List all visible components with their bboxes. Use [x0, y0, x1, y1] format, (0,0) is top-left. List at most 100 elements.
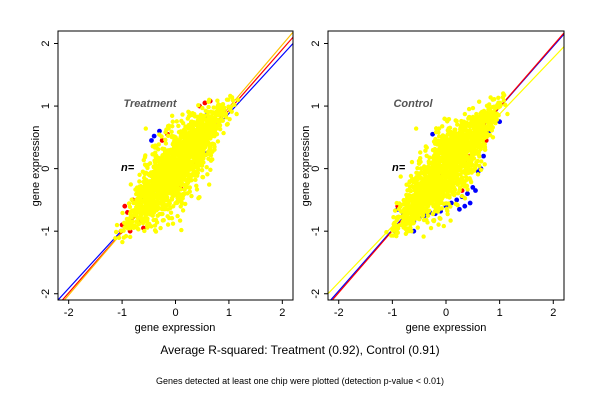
treatment-cloud-point: [113, 229, 119, 235]
treatment-cloud-point: [129, 197, 134, 202]
treatment-cloud-point: [158, 225, 163, 231]
treatment-point-1-1: [122, 203, 128, 209]
treatment-cloud-point: [157, 132, 162, 137]
control-cloud-point: [466, 144, 471, 150]
control-cloud-point: [473, 124, 479, 130]
treatment-cloud-point: [235, 97, 241, 103]
treatment-cloud-point: [145, 165, 150, 171]
treatment-cloud-point: [218, 111, 223, 117]
control-cloud-point: [419, 204, 424, 210]
treatment-y-tick-label: 1: [40, 103, 52, 109]
treatment-cloud-point: [137, 190, 142, 196]
control-cloud-point: [448, 218, 453, 223]
control-x-tick-label: -2: [334, 307, 344, 319]
control-cloud-point: [408, 188, 413, 193]
control-cloud-point: [405, 188, 410, 193]
treatment-cloud-point: [193, 177, 198, 183]
control-cloud-point: [436, 222, 441, 227]
control-cloud-point: [434, 141, 439, 146]
control-cloud-point: [443, 177, 448, 183]
treatment-cloud-point: [175, 165, 180, 170]
treatment-cloud-point: [189, 148, 194, 154]
treatment-cloud-point: [221, 130, 226, 136]
treatment-cloud-point: [193, 164, 198, 170]
treatment-cloud-point: [176, 186, 182, 192]
control-cloud-point: [413, 126, 419, 131]
control-cloud-point: [412, 215, 418, 221]
treatment-cloud-point: [234, 111, 239, 117]
treatment-cloud-point: [173, 177, 178, 182]
treatment-cloud-point: [197, 139, 203, 144]
treatment-y-tick-label: -2: [40, 289, 52, 299]
control-cloud-point: [412, 184, 418, 190]
control-point-0-11: [454, 197, 460, 203]
treatment-cloud-point: [198, 162, 203, 168]
treatment-cloud-point: [120, 239, 125, 245]
treatment-cloud-point: [166, 160, 171, 165]
control-cloud-point: [415, 165, 420, 171]
control-cloud-point: [405, 226, 411, 231]
control-cloud-point: [428, 201, 434, 206]
control-cloud-point: [460, 136, 466, 142]
control-cloud-point: [466, 170, 471, 176]
treatment-cloud-point: [152, 223, 158, 228]
treatment-cloud-point: [175, 213, 180, 219]
control-cloud-point: [429, 181, 434, 187]
control-point-0-20: [481, 153, 486, 159]
control-cloud-point: [457, 185, 463, 191]
control-cloud-point: [447, 154, 452, 159]
treatment-cloud-point: [180, 191, 186, 197]
treatment-cloud-point: [166, 151, 171, 156]
control-cloud-point: [485, 132, 490, 137]
control-cloud-point: [481, 129, 486, 134]
control-cloud-point: [435, 185, 441, 191]
treatment-cloud-point: [154, 220, 160, 225]
treatment-cloud-point: [165, 133, 171, 139]
control-cloud-point: [395, 226, 401, 231]
control-cloud-point: [414, 196, 419, 201]
control-cloud-point: [490, 97, 495, 102]
control-cloud-point: [468, 179, 474, 185]
control-cloud-point: [420, 213, 426, 218]
treatment-cloud-point: [140, 220, 146, 226]
control-cloud-point: [505, 111, 510, 117]
treatment-cloud-point: [171, 170, 176, 175]
control-cloud-point: [474, 111, 479, 117]
control-cloud-point: [407, 179, 412, 184]
control-cloud-point: [426, 167, 432, 172]
control-cloud-point: [444, 172, 450, 177]
treatment-cloud-point: [214, 124, 220, 129]
treatment-cloud-point: [156, 142, 161, 147]
treatment-cloud-point: [134, 219, 139, 224]
treatment-cloud-point: [149, 224, 154, 229]
control-cloud-point: [447, 193, 452, 199]
control-cloud-point: [441, 187, 447, 192]
control-cloud-point: [422, 180, 427, 185]
control-point-0-27: [430, 131, 435, 137]
treatment-cloud-point: [200, 175, 206, 180]
control-cloud-point: [453, 131, 458, 136]
treatment-cloud-point: [189, 161, 194, 166]
treatment-cloud-point: [137, 172, 142, 178]
treatment-cloud-point: [188, 145, 194, 150]
control-cloud-point: [457, 165, 462, 170]
control-cloud-point: [455, 191, 461, 196]
treatment-cloud-point: [158, 179, 163, 185]
treatment-cloud-point: [152, 187, 157, 192]
control-cloud-point: [420, 199, 425, 204]
control-cloud-point: [453, 173, 458, 179]
treatment-cloud-point: [175, 159, 181, 164]
treatment-cloud-point: [181, 127, 187, 132]
treatment-cloud-point: [215, 139, 221, 144]
control-cloud-point: [500, 91, 506, 96]
control-cloud-point: [392, 220, 397, 226]
treatment-cloud-point: [165, 182, 171, 187]
treatment-cloud-point: [174, 137, 180, 143]
treatment-cloud-point: [142, 197, 148, 203]
control-cloud-point: [448, 162, 454, 167]
treatment-cloud-point: [143, 153, 148, 158]
treatment-cloud-point: [144, 181, 149, 186]
control-cloud-point: [445, 208, 450, 214]
treatment-cloud-point: [171, 142, 176, 147]
control-x-tick-label: 2: [550, 307, 556, 319]
